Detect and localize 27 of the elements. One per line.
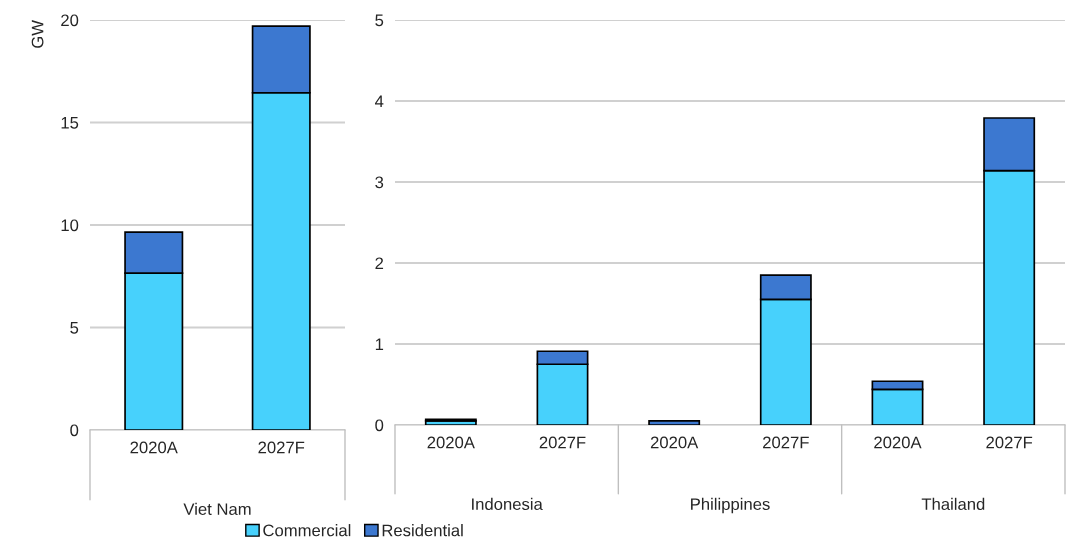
y-tick-label: 5 <box>70 322 79 334</box>
y-tick-label: 5 <box>375 14 384 27</box>
bar <box>648 420 701 425</box>
y-axis-title: GW <box>31 20 44 48</box>
x-tick-label: 2027F <box>539 436 586 449</box>
x-tick-label: 2020A <box>650 436 699 449</box>
x-tick-label: 2027F <box>763 436 809 449</box>
text: Thailand <box>921 497 985 511</box>
y-tick-label: 1 <box>375 338 384 351</box>
text: Philippines <box>691 497 770 514</box>
legend-label: Commercial <box>263 524 351 537</box>
legend-label: Residential <box>382 524 463 537</box>
x-tick-label: 2027F <box>258 441 305 454</box>
y-tick-label: 3 <box>375 176 384 189</box>
x-tick-label: 2020A <box>874 436 922 449</box>
y-tick-label: 2 <box>375 257 384 270</box>
y-tick-label: 0 <box>375 419 384 432</box>
x-tick-label: 2020A <box>130 441 178 454</box>
x-tick-label: 2020A <box>427 436 475 449</box>
y-tick-label: 4 <box>375 95 384 108</box>
y-tick-label: 20 <box>61 14 79 27</box>
text: Indonesia <box>472 497 543 511</box>
y-tick-label: 0 <box>70 424 79 437</box>
x-tick-label: 2027F <box>986 436 1033 449</box>
y-tick-label: 15 <box>61 117 79 129</box>
text: Viet Nam <box>183 502 251 516</box>
y-tick-label: 10 <box>61 219 79 232</box>
